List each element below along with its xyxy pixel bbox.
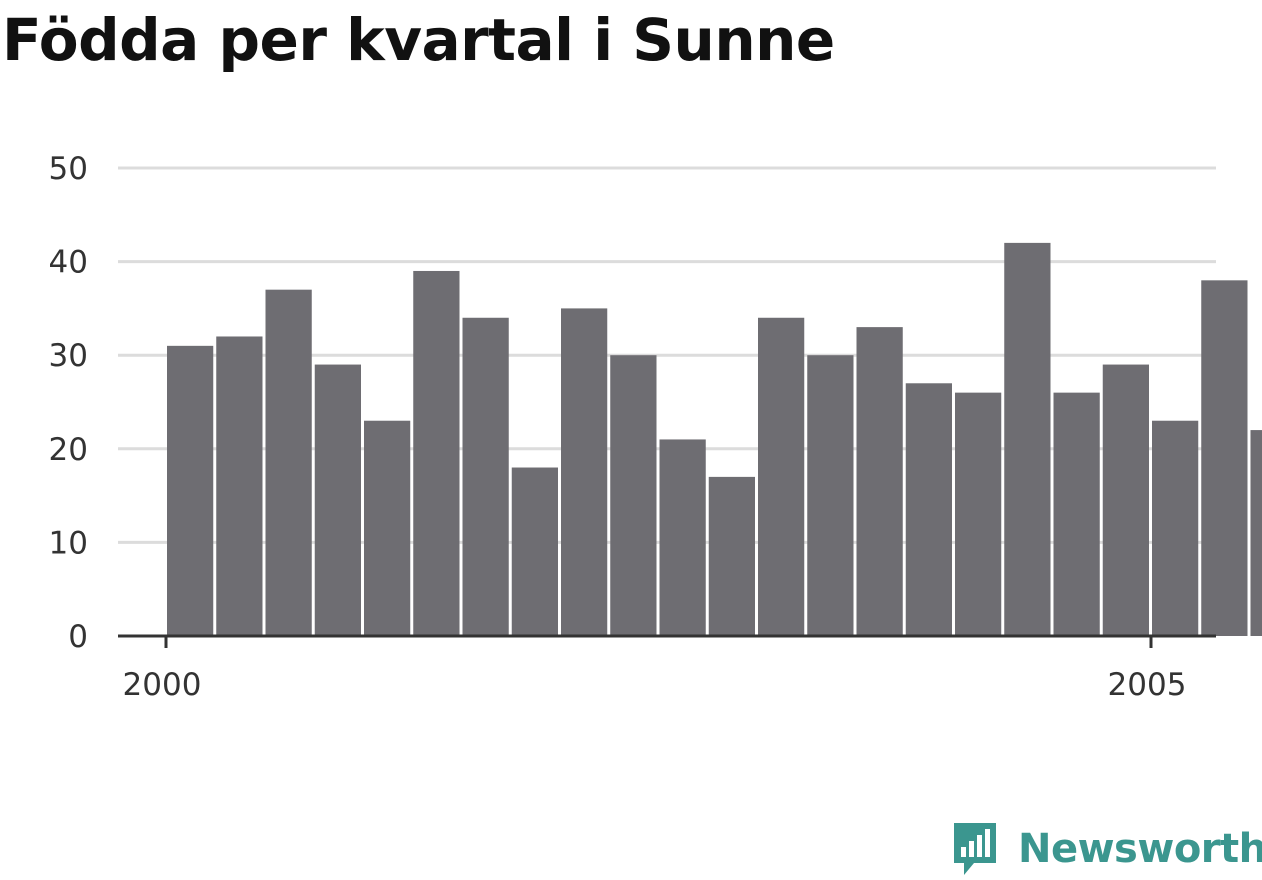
- bar: [807, 355, 853, 636]
- bar: [413, 271, 459, 636]
- bar: [1054, 393, 1100, 636]
- bar: [463, 318, 509, 636]
- bars: [167, 215, 1262, 636]
- y-tick-label: 20: [49, 432, 88, 468]
- bar: [906, 383, 952, 636]
- y-tick-label: 30: [49, 338, 88, 374]
- bar: [857, 327, 903, 636]
- bar: [1201, 280, 1247, 636]
- brand-name: Newsworthy: [1018, 826, 1262, 872]
- bar: [1251, 430, 1262, 636]
- x-tick-label: 2000: [123, 667, 202, 703]
- bar: [315, 365, 361, 636]
- bar: [512, 468, 558, 636]
- bar: [561, 308, 607, 636]
- y-tick-label: 0: [68, 619, 88, 655]
- bar: [660, 439, 706, 636]
- bar: [1004, 243, 1050, 636]
- bar: [709, 477, 755, 636]
- bar: [364, 421, 410, 636]
- y-tick-label: 40: [49, 245, 88, 281]
- newsworthy-chart-bubble-icon: [950, 819, 1000, 879]
- newsworthy-logo: Newsworthy: [950, 818, 1262, 880]
- bar: [955, 393, 1001, 636]
- bar: [216, 336, 262, 636]
- bar: [610, 355, 656, 636]
- bar: [266, 290, 312, 636]
- y-tick-label: 50: [49, 151, 88, 187]
- y-tick-label: 10: [49, 525, 88, 561]
- axes: [118, 636, 1262, 648]
- x-tick-label: 2005: [1108, 667, 1187, 703]
- bar: [167, 346, 213, 636]
- bar: [758, 318, 804, 636]
- bar: [1152, 421, 1198, 636]
- bar: [1103, 365, 1149, 636]
